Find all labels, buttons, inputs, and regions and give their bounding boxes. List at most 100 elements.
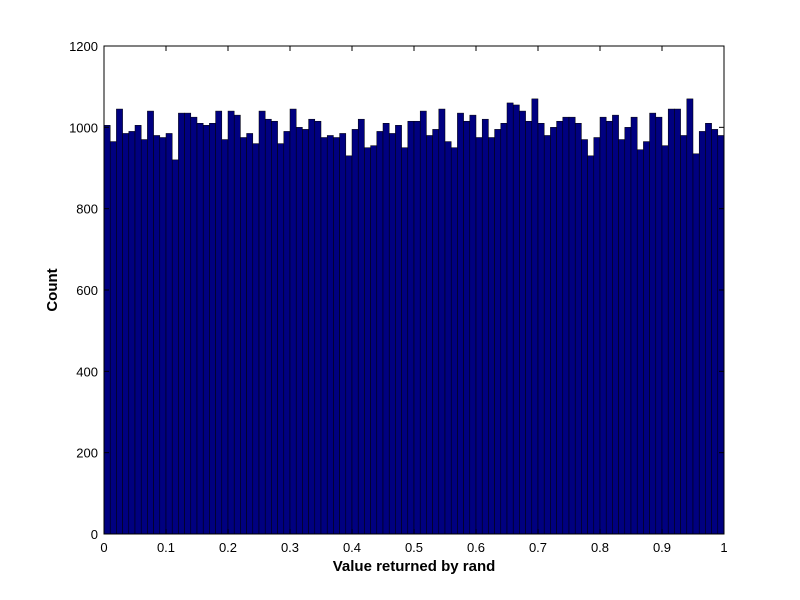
histogram-bar [661,145,669,535]
histogram-bar [457,112,464,535]
histogram-bar [450,147,458,535]
histogram-bar [432,129,440,535]
histogram-bar [134,125,142,535]
histogram-bar [246,133,254,535]
histogram-bar [667,108,675,535]
histogram-bar [488,137,495,535]
histogram-bar [636,149,644,535]
histogram-bar [612,114,619,535]
histogram-bar [184,112,192,535]
histogram-bar [227,110,235,535]
y-tick-label: 600 [76,283,98,298]
histogram-bar [562,116,570,535]
histogram-bar [202,125,210,535]
histogram-bar [407,120,415,535]
histogram-bar [395,125,402,535]
histogram-bar [426,135,433,535]
x-tick-label: 0.2 [219,540,237,555]
histogram-bar [413,120,421,535]
histogram-bar [711,129,719,535]
histogram-bar [574,123,582,535]
histogram-bar [370,145,378,535]
histogram-bar [153,135,161,535]
histogram-bar [444,141,452,535]
histogram-bar [550,127,557,535]
x-tick-label: 0.9 [653,540,671,555]
x-tick-label: 0.8 [591,540,609,555]
histogram-bar [302,129,309,535]
histogram-bar [314,120,322,535]
x-tick-label: 0.6 [467,540,485,555]
histogram-bar [463,120,471,535]
histogram-bar [159,137,167,535]
histogram-bar [525,120,533,535]
histogram-bar [531,98,539,535]
histogram-bar [109,141,117,535]
histogram-bar [240,137,247,535]
histogram-bar [500,123,508,535]
histogram-bar [364,147,371,535]
histogram-bar [537,123,545,535]
x-tick-label: 0.4 [343,540,361,555]
histogram-bar [308,118,316,535]
histogram-bar [475,137,483,535]
histogram-bar [326,135,334,535]
histogram-bar [618,139,626,535]
histogram-bar [209,123,216,535]
histogram-bar [295,127,303,535]
histogram-bar [698,131,706,535]
histogram-bar [165,133,173,535]
histogram-bar [171,159,179,535]
histogram-bar [401,147,409,535]
histogram-bar [556,120,564,535]
histogram-bar [587,155,595,535]
histogram-bars [103,98,725,535]
y-tick-label: 400 [76,364,98,379]
histogram-bar [122,133,130,535]
histogram-bar [674,108,681,535]
histogram-bar [351,129,359,535]
histogram-bar [506,102,514,535]
x-tick-label: 0.5 [405,540,423,555]
y-tick-label: 0 [91,527,98,542]
histogram-bar [116,108,123,535]
histogram-bar [705,123,712,535]
histogram-bar [103,125,111,535]
y-tick-label: 200 [76,446,98,461]
histogram-bar [147,110,154,535]
histogram-bar [190,116,198,535]
histogram-bar [519,110,526,535]
histogram-bar [252,143,260,535]
x-axis-ticks: 0 0.1 0.2 0.3 0.4 0.5 0.6 0.7 0.8 0.9 1 [100,46,728,555]
y-axis-label: Count [44,268,61,311]
histogram-bar [233,114,241,535]
x-tick-label: 1 [720,540,727,555]
histogram-bar [593,137,601,535]
histogram-bar [333,137,340,535]
y-axis-ticks: 0 200 400 600 800 1000 1200 [69,39,724,542]
x-tick-label: 0 [100,540,107,555]
histogram-bar [655,116,663,535]
histogram-bar [376,131,384,535]
histogram-bar [345,155,353,535]
x-tick-label: 0.1 [157,540,175,555]
histogram-bar [196,123,204,535]
histogram-bar [339,133,347,535]
histogram-bar [258,110,266,535]
histogram-bar [581,139,588,535]
histogram-bar [128,131,136,535]
histogram-bar [140,139,148,535]
histogram-bar [717,135,725,535]
histogram-bar [388,133,396,535]
histogram-bar [512,104,520,535]
x-tick-label: 0.7 [529,540,547,555]
histogram-bar [438,108,446,535]
histogram-bar [494,129,502,535]
histogram-bar [382,123,390,535]
histogram-bar [215,110,223,535]
histogram-bar [686,98,694,535]
histogram-bar [649,112,657,535]
histogram-bar [271,120,278,535]
histogram-bar [624,127,632,535]
